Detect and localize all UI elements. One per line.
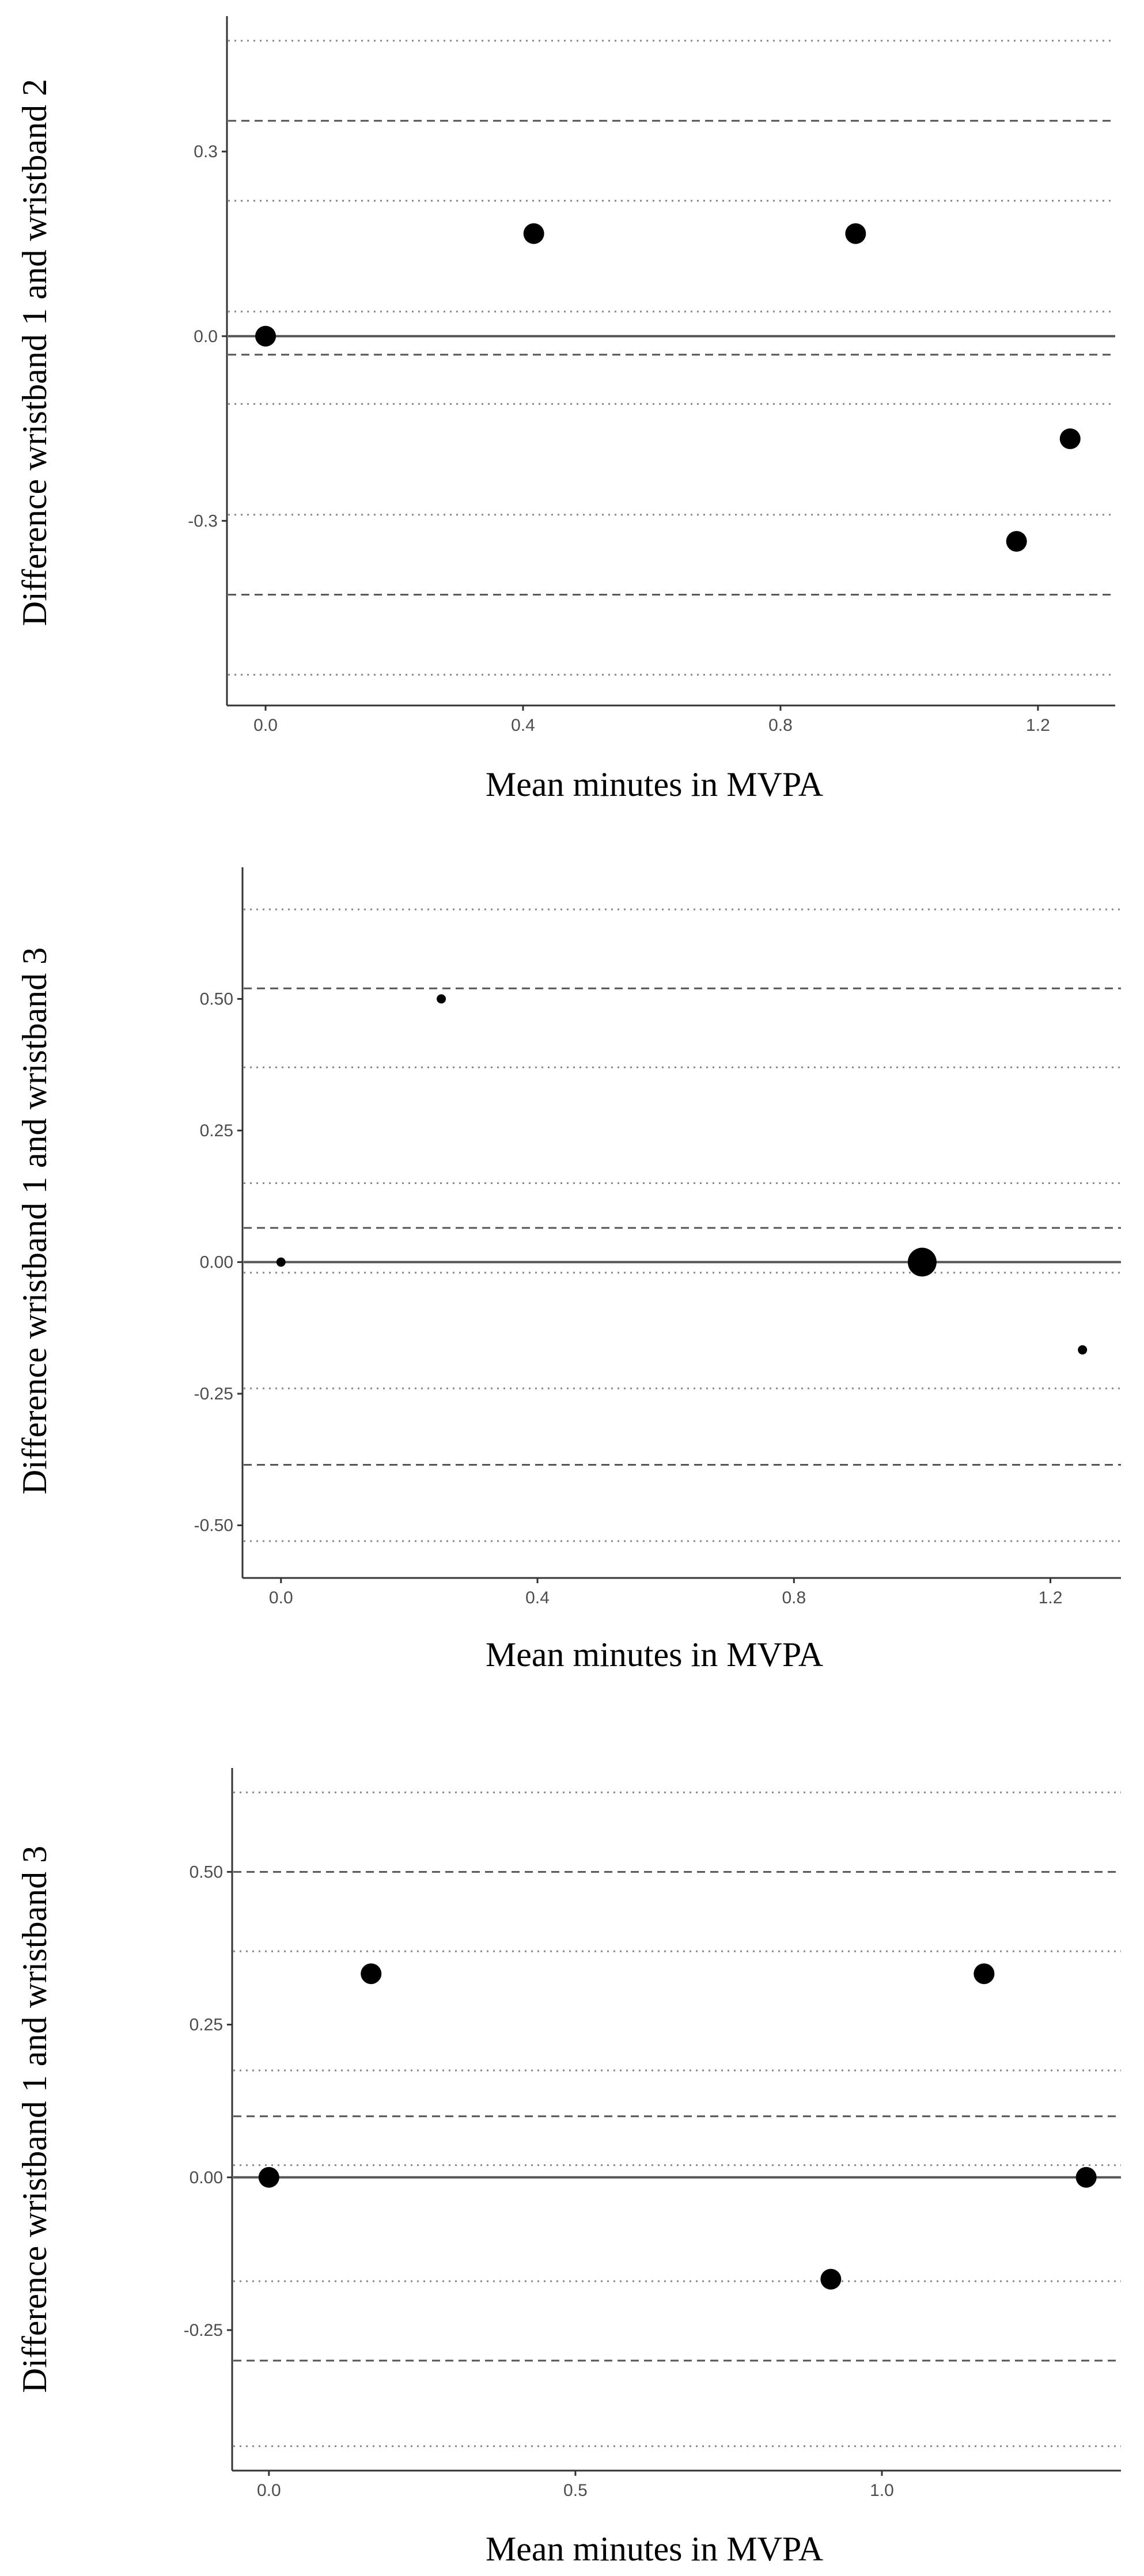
panel-3-x-tick-label-2: 0.5 — [563, 2481, 588, 2500]
panel-3-points — [258, 1963, 1097, 2290]
panel-3-x-axis-title: Mean minutes in MVPA — [486, 2530, 823, 2568]
panel-2-point-2 — [437, 994, 446, 1004]
bland-altman-panel-3: 0.50 0.25 0.00 -0.25 0.0 0.5 1.0 Mean minutes… — [16, 1768, 1121, 2568]
panel-3-point-1 — [258, 2167, 279, 2188]
panel-2-point-1 — [276, 1257, 286, 1267]
panel-3-y-ticks: 0.50 0.25 0.00 -0.25 — [184, 1862, 232, 2340]
bland-altman-panel-2: 0.50 0.25 0.00 -0.25 -0.50 0.0 0.4 0.8 1.2 Mean… — [16, 867, 1121, 1674]
panel-3-y-axis-title: Difference wristband 1 and wristband 3 — [16, 1846, 54, 2393]
panel-1-point-4 — [1006, 530, 1027, 552]
panel-2-y-tick-label-5: -0.50 — [194, 1516, 233, 1535]
panel-2-y-ticks: 0.50 0.25 0.00 -0.25 -0.50 — [194, 990, 243, 1535]
panel-2-x-axis-title: Mean minutes in MVPA — [486, 1636, 823, 1674]
panel-2-x-tick-label-2: 0.4 — [525, 1588, 550, 1607]
bland-altman-panel-1: 0.3 0.0 -0.3 0.0 0.4 0.8 1.2 Mean minutes in … — [16, 16, 1115, 803]
panel-2-x-tick-label-3: 0.8 — [782, 1588, 806, 1607]
panel-1-points — [255, 223, 1081, 552]
panel-1-x-ticks: 0.0 0.4 0.8 1.2 — [253, 705, 1050, 735]
panel-2-point-3 — [907, 1247, 937, 1277]
panel-2-x-tick-label-1: 0.0 — [269, 1588, 293, 1607]
panel-2-points — [276, 994, 1088, 1355]
panel-3-y-tick-label-2: 0.25 — [190, 2016, 223, 2035]
panel-3-x-tick-label-3: 1.0 — [870, 2481, 894, 2500]
panel-1-y-tick-label-2: 0.0 — [194, 327, 218, 346]
panel-3-y-tick-label-3: 0.00 — [190, 2168, 223, 2187]
panel-1-y-ticks: 0.3 0.0 -0.3 — [188, 142, 227, 530]
panel-1-y-tick-label-3: -0.3 — [188, 511, 218, 530]
panel-1-x-tick-label-2: 0.4 — [511, 716, 535, 735]
panel-1-y-tick-label-1: 0.3 — [194, 142, 218, 161]
panel-2-y-axis-title: Difference wristband 1 and wristband 3 — [16, 947, 54, 1494]
panel-3-x-tick-label-1: 0.0 — [257, 2481, 281, 2500]
panel-1-y-axis-title: Difference wristband 1 and wristband 2 — [16, 79, 54, 626]
panel-3-point-2 — [361, 1963, 382, 1985]
panel-1-x-tick-label-4: 1.2 — [1026, 716, 1050, 735]
panel-3-point-5 — [1075, 2167, 1097, 2188]
panel-3-y-tick-label-4: -0.25 — [184, 2321, 223, 2340]
panel-2-point-4 — [1078, 1345, 1088, 1355]
panel-1-x-tick-label-3: 0.8 — [768, 716, 793, 735]
panel-2-reference-lines — [244, 908, 1121, 1542]
panel-2-x-tick-label-4: 1.2 — [1039, 1588, 1063, 1607]
panel-2-y-tick-label-4: -0.25 — [194, 1384, 233, 1403]
panel-2-y-tick-label-2: 0.25 — [200, 1121, 233, 1140]
panel-3-y-tick-label-1: 0.50 — [190, 1862, 223, 1881]
panel-1-point-1 — [255, 325, 276, 347]
panel-3-point-4 — [973, 1963, 995, 1985]
panel-2-y-tick-label-3: 0.00 — [200, 1253, 233, 1272]
panel-1-point-3 — [845, 223, 866, 244]
panel-3-reference-lines — [233, 1791, 1121, 2448]
panel-2-y-tick-label-1: 0.50 — [200, 990, 233, 1009]
panel-1-x-tick-label-1: 0.0 — [253, 716, 278, 735]
panel-1-point-2 — [523, 223, 544, 244]
panel-1-point-5 — [1059, 428, 1081, 449]
panel-3-x-ticks: 0.0 0.5 1.0 — [257, 2471, 894, 2500]
panel-1-x-axis-title: Mean minutes in MVPA — [486, 765, 823, 803]
panel-1-reference-lines — [228, 40, 1115, 676]
panel-2-x-ticks: 0.0 0.4 0.8 1.2 — [269, 1578, 1062, 1607]
panel-3-point-3 — [820, 2268, 842, 2290]
